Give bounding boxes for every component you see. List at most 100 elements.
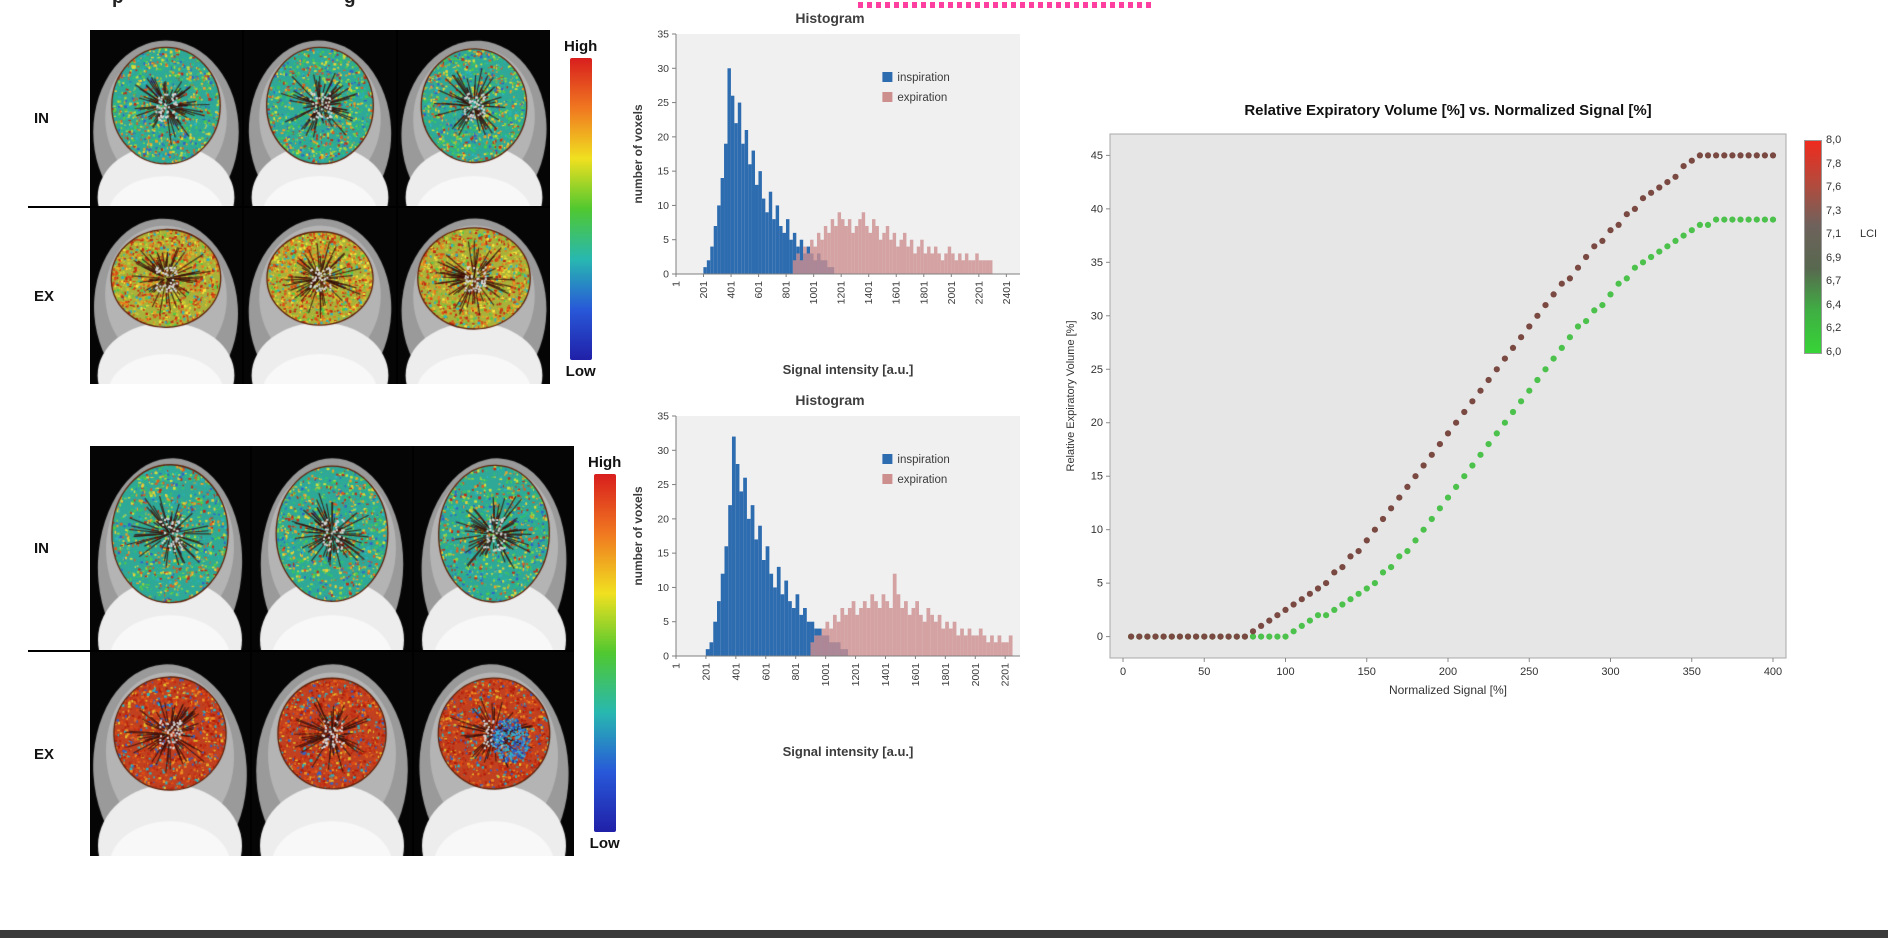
- svg-text:0: 0: [1097, 631, 1103, 643]
- y-axis-label: Relative Expiratory Volume [%]: [1065, 320, 1077, 471]
- svg-text:401: 401: [726, 281, 738, 299]
- mri-slice: [414, 446, 574, 650]
- svg-text:2001: 2001: [946, 281, 958, 305]
- svg-text:100: 100: [1276, 666, 1294, 678]
- svg-text:200: 200: [1439, 666, 1457, 678]
- series-expiration: [792, 212, 993, 274]
- svg-text:0: 0: [663, 651, 669, 663]
- scatter-plot: 0 5 10 15 20 25 30 35 40 45 0 50 100 150 200 250 300 350 4…: [1065, 133, 1787, 697]
- svg-text:15: 15: [657, 166, 669, 178]
- colorbar-gradient: [593, 474, 616, 832]
- svg-text:601: 601: [760, 663, 772, 681]
- svg-text:1001: 1001: [808, 281, 820, 305]
- svg-text:40: 40: [1091, 203, 1103, 215]
- lci-tick-label: 7,1: [1826, 228, 1842, 241]
- mri-slices: [90, 652, 574, 856]
- mri-slice: [252, 446, 412, 650]
- mri-slice: [244, 30, 396, 206]
- series-expiration: [810, 573, 1013, 656]
- mri-panel-bottom: IN EX High Low: [28, 446, 621, 856]
- mri-row-expiration: EX: [28, 208, 550, 384]
- mri-slice: [90, 446, 250, 650]
- colorbar-low-label: Low: [565, 363, 596, 380]
- svg-text:1801: 1801: [918, 281, 930, 305]
- svg-text:expiration: expiration: [897, 474, 947, 486]
- svg-text:20: 20: [1091, 417, 1103, 429]
- mri-slices: [90, 446, 574, 650]
- mri-slice: [252, 652, 412, 856]
- svg-text:25: 25: [1091, 364, 1103, 376]
- x-axis-label: Signal intensity [a.u.]: [783, 744, 914, 759]
- svg-text:801: 801: [790, 663, 802, 681]
- mri-colorbar: High Low: [588, 446, 621, 856]
- redacted-text: [858, 2, 1153, 8]
- svg-text:2401: 2401: [1001, 281, 1013, 305]
- y-axis-label: number of voxels: [631, 104, 645, 204]
- mri-rows: IN EX: [28, 30, 550, 384]
- row-label-in: IN: [34, 109, 49, 127]
- mri-slices: [90, 208, 550, 384]
- mri-slice: [398, 30, 550, 206]
- legend: inspiration expiration: [882, 72, 950, 104]
- histogram-bottom: Histogram 0 5 10 15 20 25 30 35 1 201 401 601 801 100…: [630, 392, 1030, 762]
- mri-row-expiration: EX: [28, 652, 574, 856]
- lci-colorbar-labels: 8,0 7,8 7,6 7,3 7,1 6,9 6,7 6,4 6,2 6,0: [1826, 134, 1860, 358]
- chart-title: Histogram: [795, 10, 865, 26]
- svg-text:10: 10: [657, 200, 669, 212]
- svg-text:1: 1: [671, 663, 683, 669]
- svg-text:5: 5: [663, 616, 669, 628]
- svg-text:25: 25: [657, 479, 669, 491]
- lci-tick-label: 7,6: [1826, 181, 1842, 194]
- svg-text:10: 10: [657, 582, 669, 594]
- y-axis: 0 5 10 15 20 25 30 35 40 45: [1091, 150, 1110, 643]
- mri-slice: [414, 652, 574, 856]
- svg-text:150: 150: [1358, 666, 1376, 678]
- lci-tick-label: 7,3: [1826, 204, 1842, 217]
- svg-text:25: 25: [657, 97, 669, 109]
- svg-text:30: 30: [657, 63, 669, 75]
- svg-text:2201: 2201: [1000, 663, 1012, 687]
- svg-text:1601: 1601: [891, 281, 903, 305]
- svg-text:1001: 1001: [820, 663, 832, 687]
- lci-tick-label: 6,0: [1826, 346, 1842, 358]
- svg-text:1201: 1201: [836, 281, 848, 305]
- svg-text:1: 1: [671, 281, 683, 287]
- svg-text:50: 50: [1198, 666, 1210, 678]
- legend: inspiration expiration: [882, 454, 950, 486]
- lci-tick-label: 6,4: [1826, 298, 1842, 311]
- svg-text:201: 201: [698, 281, 710, 299]
- mri-slice: [90, 652, 250, 856]
- svg-text:0: 0: [1120, 666, 1126, 678]
- y-axis-label: number of voxels: [631, 486, 645, 586]
- svg-text:1601: 1601: [910, 663, 922, 687]
- lci-tick-label: 6,7: [1826, 275, 1842, 288]
- mri-rows: IN EX: [28, 446, 574, 856]
- bottom-bar: [0, 930, 1888, 938]
- svg-text:30: 30: [657, 445, 669, 457]
- chart-title: Histogram: [795, 392, 865, 408]
- row-label-ex: EX: [34, 745, 55, 763]
- x-axis-label: Signal intensity [a.u.]: [783, 362, 914, 377]
- svg-text:inspiration: inspiration: [897, 454, 949, 466]
- svg-text:1401: 1401: [863, 281, 875, 305]
- svg-text:35: 35: [657, 29, 669, 41]
- lci-colorbar-title: LCI: [1860, 228, 1878, 240]
- svg-text:201: 201: [700, 663, 712, 681]
- svg-text:350: 350: [1683, 666, 1701, 678]
- histogram-top: Histogram 0 5 10 15 20 25 30 35 1 201 401 601 801 100…: [630, 10, 1030, 380]
- x-axis: 1 201 401 601 801 1001 1201 1401 1601 1801 2001 220…: [671, 274, 1013, 304]
- svg-text:20: 20: [657, 513, 669, 525]
- y-axis: 0 5 10 15 20 25 30 35: [657, 29, 676, 281]
- svg-text:601: 601: [753, 281, 765, 299]
- svg-text:expiration: expiration: [897, 92, 947, 104]
- svg-text:15: 15: [657, 548, 669, 560]
- svg-text:5: 5: [1097, 578, 1103, 590]
- svg-text:300: 300: [1601, 666, 1619, 678]
- svg-text:30: 30: [1091, 310, 1103, 322]
- svg-text:1801: 1801: [940, 663, 952, 687]
- svg-text:45: 45: [1091, 150, 1103, 162]
- x-axis-label: Normalized Signal [%]: [1389, 683, 1507, 697]
